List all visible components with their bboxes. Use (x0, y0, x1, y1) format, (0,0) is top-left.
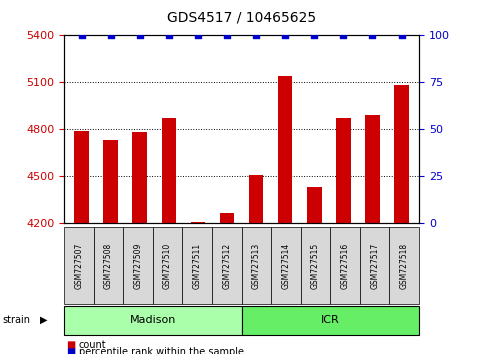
Point (282, 33, 289, 38)
Bar (162, 118, 176, 354)
Text: GSM727518: GSM727518 (400, 242, 409, 289)
Text: GSM727510: GSM727510 (163, 242, 172, 289)
Text: GSM727511: GSM727511 (193, 242, 202, 289)
Bar (104, 140, 118, 354)
Text: GSM727517: GSM727517 (370, 242, 379, 289)
Bar (249, 175, 263, 354)
Point (136, 33, 143, 38)
Bar (365, 115, 380, 354)
Text: GSM727507: GSM727507 (74, 242, 83, 289)
Point (340, 33, 348, 38)
Text: ICR: ICR (321, 315, 340, 325)
Point (252, 33, 260, 38)
Text: strain: strain (2, 315, 31, 325)
Point (165, 33, 173, 38)
Point (223, 33, 231, 38)
Bar (278, 76, 292, 354)
Text: GSM727509: GSM727509 (134, 242, 142, 289)
Bar (74, 131, 89, 354)
Bar (191, 222, 205, 354)
Text: count: count (79, 340, 106, 350)
Text: GSM727512: GSM727512 (222, 242, 231, 289)
Text: GSM727515: GSM727515 (311, 242, 320, 289)
Point (77, 33, 85, 38)
Bar (133, 132, 147, 354)
Text: ■: ■ (67, 340, 76, 350)
Text: percentile rank within the sample: percentile rank within the sample (79, 347, 244, 354)
Text: GSM727513: GSM727513 (252, 242, 261, 289)
Text: GDS4517 / 10465625: GDS4517 / 10465625 (167, 11, 316, 25)
Point (194, 33, 202, 38)
Bar (336, 118, 351, 354)
Point (311, 33, 318, 38)
Text: ■: ■ (67, 347, 76, 354)
Text: Madison: Madison (130, 315, 176, 325)
Bar (307, 187, 321, 354)
Text: GSM727508: GSM727508 (104, 242, 113, 289)
Bar (394, 85, 409, 354)
Point (369, 33, 377, 38)
Point (106, 33, 114, 38)
Text: GSM727516: GSM727516 (341, 242, 350, 289)
Bar (220, 213, 234, 354)
Text: GSM727514: GSM727514 (282, 242, 290, 289)
Text: ▶: ▶ (40, 315, 48, 325)
Point (398, 33, 406, 38)
